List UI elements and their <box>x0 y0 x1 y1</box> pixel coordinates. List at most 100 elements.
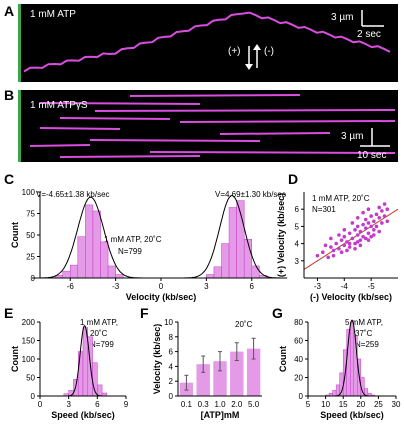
y-tick-label: 5 <box>295 222 300 231</box>
scatter-point <box>380 221 384 225</box>
x-axis-label: Speed (kb/sec) <box>51 410 115 420</box>
scatter-point <box>347 245 352 249</box>
histogram-bar-c <box>251 265 260 279</box>
y-tick-label: 100 <box>22 188 36 197</box>
histogram-bar-c <box>221 243 230 279</box>
scatter-point <box>366 221 371 225</box>
y-tick-label: 25 <box>26 253 35 262</box>
scatter-point <box>355 216 360 220</box>
scatter-point <box>377 229 382 234</box>
scatter-point <box>321 250 325 254</box>
x-tick-label: 6 <box>95 400 100 409</box>
histogram-bar-c <box>100 241 109 279</box>
scatter-point <box>342 243 347 248</box>
panel-d-label: D <box>288 171 298 187</box>
panel-c-label: C <box>4 171 14 187</box>
scatter-point <box>345 248 349 253</box>
scale-b-length: 3 µm <box>341 131 363 142</box>
kymograph-b-trace <box>59 117 171 120</box>
gaussian-fit-c <box>32 196 150 279</box>
y-tick-label: 4 <box>169 362 174 371</box>
y-tick-label: 75 <box>26 210 35 219</box>
y-axis-label: (+) Velocity (kb/sec) <box>276 193 286 277</box>
y-tick-label: 60 <box>294 337 303 346</box>
scatter-point <box>355 224 360 229</box>
panel-g-note1: 5 mM ATP, <box>345 318 383 327</box>
scale-bar-b: 3 µm 10 sec <box>341 128 390 161</box>
y-tick-label: 6 <box>295 205 300 214</box>
scatter-point <box>353 241 357 246</box>
kymograph-a-trace <box>23 11 391 73</box>
panel-g-note2: 37˚C <box>355 329 373 338</box>
y-tick-label: 6 <box>169 348 174 357</box>
scatter-point <box>361 222 365 227</box>
panel-c-note2: N=799 <box>118 247 142 256</box>
x-tick-label: 0.1 <box>181 400 193 409</box>
panel-g-note3: N=259 <box>355 340 379 349</box>
scale-b-time: 10 sec <box>357 150 386 161</box>
scatter-point <box>355 233 360 237</box>
y-tick-label: 20 <box>294 374 303 383</box>
scatter-point <box>347 231 352 236</box>
y-axis-label: Count <box>10 346 20 372</box>
histogram-bar-c <box>70 264 79 279</box>
y-tick-label: 150 <box>22 337 36 346</box>
panel-e-label: E <box>4 305 13 321</box>
panel-f-label: F <box>140 305 149 321</box>
y-tick-label: 0 <box>299 392 304 401</box>
scatter-point <box>374 212 379 217</box>
y-tick-label: 0 <box>169 392 174 401</box>
x-tick-label: 6 <box>250 282 255 291</box>
kymograph-b-trace <box>179 120 396 123</box>
gaussian-fit-c <box>176 194 288 279</box>
gaussian-fit-g <box>332 319 372 397</box>
x-tick-label: 9 <box>124 400 129 409</box>
scatter-point <box>366 238 371 242</box>
y-tick-label: 0 <box>31 392 36 401</box>
panel-e-note1: 1 mM ATP, <box>80 318 118 327</box>
x-tick-label: 1.0 <box>214 400 226 409</box>
kymograph-b-trace <box>149 151 396 154</box>
panel-c-note1: 1 mM ATP, 20˚C <box>104 235 162 244</box>
kymograph-b-trace <box>39 102 201 105</box>
scatter-point <box>361 234 365 239</box>
y-tick-label: 3 <box>295 257 300 266</box>
gaussian-fit-e <box>64 325 105 397</box>
kymograph-b-traces <box>29 94 396 158</box>
scatter-point <box>315 253 320 258</box>
scatter-point <box>382 214 387 218</box>
fit-right-label: V=4.69±1.30 kb/sec <box>215 190 286 199</box>
kymograph-b-trace <box>129 94 301 97</box>
scatter-point <box>347 241 352 246</box>
scatter-point <box>385 219 390 224</box>
scatter-point <box>363 236 368 241</box>
scatter-point <box>339 238 344 242</box>
scatter-point <box>342 228 347 232</box>
x-tick-label: 0 <box>38 400 43 409</box>
scatter-point <box>363 226 368 230</box>
y-tick-label: 0 <box>31 274 36 283</box>
histogram-bar-c <box>85 204 94 279</box>
x-tick-label: 30 <box>392 400 401 409</box>
x-axis-label: (-) Velocity (kb/sec) <box>310 292 392 302</box>
kymograph-b-condition: 1 mM ATPγS <box>30 100 88 111</box>
histogram-bar-c <box>115 274 124 279</box>
kymograph-a <box>18 4 398 82</box>
x-tick-label: 3 <box>204 282 209 291</box>
scatter-point <box>358 229 363 234</box>
scatter-point <box>337 233 341 237</box>
scatter-point <box>361 210 365 215</box>
panel-d-note1: 1 mM ATP, 20˚C <box>312 194 370 203</box>
kymograph-b-trace <box>29 144 91 147</box>
histogram-bar-c <box>243 239 252 279</box>
scatter-point <box>350 221 355 225</box>
scatter-point <box>345 240 349 244</box>
histogram-bar-c <box>107 265 116 279</box>
direction-arrows: (+) (-) <box>228 44 274 70</box>
scatter-point <box>358 238 363 242</box>
x-tick-label: 5.0 <box>248 400 260 409</box>
scatter-point <box>374 224 379 229</box>
scatter-point <box>382 202 387 206</box>
x-tick-label: 10 <box>321 400 330 409</box>
histogram-bar-e <box>97 384 103 397</box>
